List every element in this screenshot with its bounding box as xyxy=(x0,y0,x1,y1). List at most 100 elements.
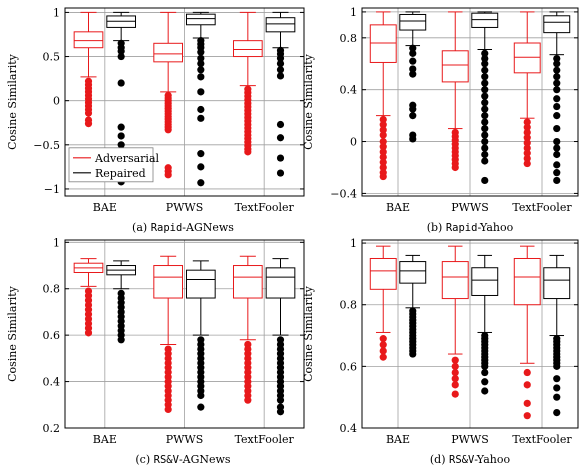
y-tick-label: 1 xyxy=(350,237,357,250)
y-tick-label: 1 xyxy=(53,6,60,19)
outlier-point xyxy=(523,381,531,389)
outlier-point xyxy=(117,141,125,149)
outlier-point xyxy=(379,148,387,156)
box-iqr xyxy=(185,269,216,299)
outlier-point xyxy=(276,169,285,177)
box-repaired-textfooler xyxy=(543,254,571,417)
outlier-point xyxy=(117,132,125,140)
box-iqr xyxy=(399,261,427,284)
y-tick-label: 0.2 xyxy=(43,422,61,435)
outlier-point xyxy=(553,393,561,401)
x-tick-label: TextFooler xyxy=(512,201,572,214)
outlier-point xyxy=(84,109,93,117)
outlier-point xyxy=(117,79,125,87)
outlier-point xyxy=(197,179,205,187)
outlier-point xyxy=(481,66,489,74)
outlier-point xyxy=(523,149,531,157)
outlier-point xyxy=(379,131,387,139)
outlier-point xyxy=(481,387,489,395)
outlier-point xyxy=(197,114,205,122)
outlier-point xyxy=(164,171,172,179)
outlier-point xyxy=(481,118,489,126)
y-tick-label: 1 xyxy=(53,236,60,249)
outlier-point xyxy=(553,124,561,133)
outlier-point xyxy=(117,123,125,131)
box-iqr xyxy=(441,50,469,83)
outlier-point xyxy=(553,408,561,417)
outlier-point xyxy=(244,148,252,156)
outlier-point xyxy=(481,54,489,63)
outlier-point xyxy=(523,128,531,137)
y-tick-label: 0.6 xyxy=(340,360,358,373)
box-repaired-bae xyxy=(399,11,427,143)
box-iqr xyxy=(471,267,499,296)
y-tick-label: 1 xyxy=(350,6,357,19)
subfigure-caption: (c) RS&V-AGNews xyxy=(135,453,231,466)
box-repaired-textfooler xyxy=(265,258,296,416)
x-tick-label: TextFooler xyxy=(235,201,295,214)
box-adversarial-bae xyxy=(73,258,104,337)
y-tick-label: −0.5 xyxy=(33,139,60,152)
box-adversarial-bae xyxy=(369,11,397,181)
x-tick-label: PWWS xyxy=(451,433,489,446)
y-tick-label: 0 xyxy=(350,136,357,149)
outlier-point xyxy=(553,150,561,159)
x-tick-label: PWWS xyxy=(451,201,489,214)
box-iqr xyxy=(232,265,263,299)
outlier-point xyxy=(379,335,387,343)
outlier-point xyxy=(523,139,531,147)
box-repaired-pwws xyxy=(185,11,216,187)
outlier-point xyxy=(481,73,489,81)
x-tick-label: PWWS xyxy=(166,433,204,446)
outlier-point xyxy=(523,144,531,152)
outlier-point xyxy=(481,137,489,146)
outlier-point xyxy=(553,66,561,74)
chart-panel: −1 −0.5 0 0.5 1 BAE PWWS TextFooler Cosine Simil… xyxy=(6,6,305,234)
box-iqr xyxy=(185,13,216,26)
legend-repaired-label: Repaired xyxy=(95,167,146,180)
outlier-point xyxy=(409,44,417,52)
chart-panel: 0.4 0.6 0.8 1 BAE PWWS TextFooler Cosine Simila… xyxy=(302,237,579,466)
outlier-point xyxy=(481,105,489,113)
outlier-point xyxy=(379,121,387,129)
outlier-point xyxy=(553,86,561,94)
x-tick-label: TextFooler xyxy=(512,433,572,446)
box-iqr xyxy=(369,24,397,63)
outlier-point xyxy=(276,72,285,80)
outlier-point xyxy=(481,144,489,152)
outlier-point xyxy=(276,54,285,62)
y-axis-label: Cosine Similarity xyxy=(6,285,19,382)
outlier-point xyxy=(553,73,561,81)
y-tick-label: 0.4 xyxy=(340,84,358,97)
outlier-point xyxy=(379,158,387,166)
outlier-point xyxy=(197,150,205,158)
outlier-point xyxy=(481,368,489,377)
outlier-point xyxy=(553,375,561,383)
subfigure-caption: (d) RS&V-Yahoo xyxy=(430,453,511,466)
outlier-point xyxy=(197,403,205,411)
outlier-point xyxy=(164,126,172,134)
outlier-point xyxy=(276,66,285,74)
x-tick-label: BAE xyxy=(386,201,410,214)
outlier-point xyxy=(197,88,205,96)
outlier-point xyxy=(276,120,285,129)
y-tick-label: 0.5 xyxy=(43,51,61,64)
chart-panel: −0.4 0 0.4 0.8 1 BAE PWWS TextFooler Cosine Simi… xyxy=(302,6,579,234)
box-repaired-bae xyxy=(106,260,137,344)
box-iqr xyxy=(399,13,427,31)
box-iqr xyxy=(441,261,469,300)
outlier-point xyxy=(481,99,489,107)
outlier-point xyxy=(553,79,561,87)
outlier-point xyxy=(379,153,387,161)
box-repaired-pwws xyxy=(471,11,499,185)
box-repaired-textfooler xyxy=(265,11,296,177)
box-repaired-bae xyxy=(399,254,427,358)
outlier-point xyxy=(197,66,205,74)
outlier-point xyxy=(379,115,387,124)
box-iqr xyxy=(73,31,104,49)
chart-panel: 0.2 0.4 0.6 0.8 1 BAE PWWS TextFooler Cosine Sim… xyxy=(6,236,305,466)
box-adversarial-textfooler xyxy=(513,245,541,420)
outlier-point xyxy=(481,79,489,87)
outlier-point xyxy=(553,60,561,68)
